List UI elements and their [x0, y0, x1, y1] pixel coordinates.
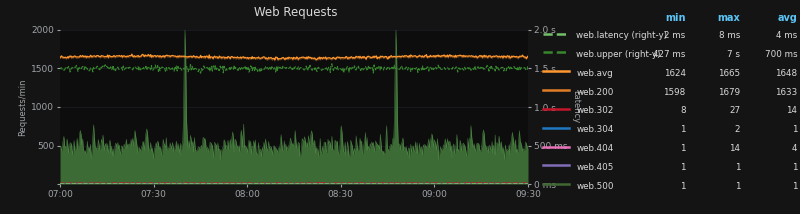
Text: 427 ms: 427 ms: [654, 50, 686, 59]
Text: 1598: 1598: [663, 88, 686, 97]
Text: 1: 1: [792, 125, 798, 134]
Text: 700 ms: 700 ms: [765, 50, 798, 59]
Text: web.404: web.404: [576, 144, 614, 153]
Text: 1: 1: [792, 182, 798, 191]
Text: 4: 4: [792, 144, 798, 153]
Text: web.latency (right-y): web.latency (right-y): [576, 31, 667, 40]
Text: 1: 1: [680, 144, 686, 153]
Text: web.avg: web.avg: [576, 69, 613, 78]
Text: web.200: web.200: [576, 88, 614, 97]
Text: 2 ms: 2 ms: [664, 31, 686, 40]
Text: 8: 8: [680, 106, 686, 115]
Text: web.304: web.304: [576, 125, 614, 134]
Text: web.302: web.302: [576, 106, 614, 115]
Text: 1: 1: [734, 182, 740, 191]
Text: 1633: 1633: [775, 88, 798, 97]
Text: 14: 14: [786, 106, 798, 115]
Text: 27: 27: [729, 106, 740, 115]
Text: avg: avg: [778, 13, 798, 23]
Text: 8 ms: 8 ms: [719, 31, 740, 40]
Text: 4 ms: 4 ms: [776, 31, 798, 40]
Text: 1679: 1679: [718, 88, 740, 97]
Text: 1: 1: [680, 163, 686, 172]
Text: 7 s: 7 s: [727, 50, 740, 59]
Text: 1: 1: [680, 182, 686, 191]
Text: web.405: web.405: [576, 163, 614, 172]
Text: 1: 1: [680, 125, 686, 134]
Text: Web Requests: Web Requests: [254, 6, 338, 19]
Y-axis label: Latency: Latency: [571, 90, 580, 124]
Text: 1: 1: [734, 163, 740, 172]
Text: max: max: [718, 13, 740, 23]
Text: web.500: web.500: [576, 182, 614, 191]
Text: 1665: 1665: [718, 69, 740, 78]
Text: 1: 1: [792, 163, 798, 172]
Text: 2: 2: [734, 125, 740, 134]
Text: 1624: 1624: [664, 69, 686, 78]
Text: 14: 14: [730, 144, 740, 153]
Text: 1648: 1648: [775, 69, 798, 78]
Text: web.upper (right-y): web.upper (right-y): [576, 50, 661, 59]
Y-axis label: Requests/min: Requests/min: [18, 78, 27, 136]
Text: min: min: [665, 13, 686, 23]
